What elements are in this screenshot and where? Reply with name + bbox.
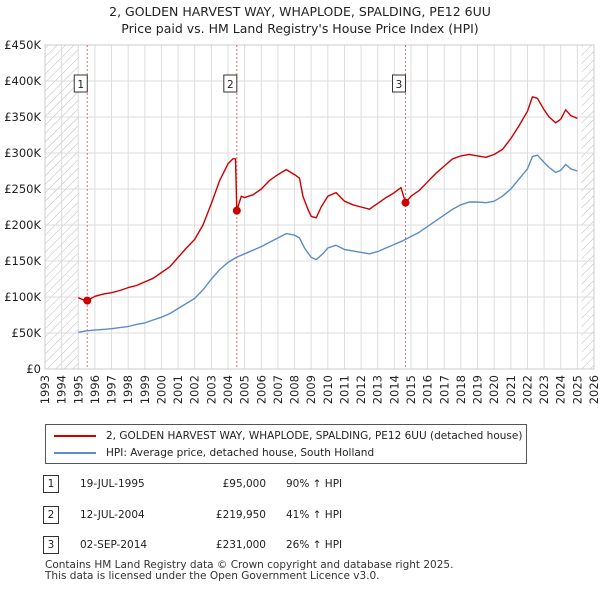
- sale-point: [232, 206, 241, 215]
- sale-price: £219,950: [215, 509, 266, 521]
- chart-legend: 2, GOLDEN HARVEST WAY, WHAPLODE, SPALDIN…: [45, 424, 527, 464]
- x-tick-label: 2015: [404, 375, 418, 404]
- hpi-series-line: [78, 154, 578, 333]
- sale-number-badge: 2: [43, 506, 59, 524]
- x-tick-label: 2014: [387, 375, 401, 404]
- sale-marker-label: 1: [73, 74, 88, 93]
- sale-date: 02-SEP-2014: [80, 539, 148, 551]
- y-tick-label: £100K: [4, 290, 41, 304]
- legend-entry-property: 2, GOLDEN HARVEST WAY, WHAPLODE, SPALDIN…: [54, 428, 522, 444]
- y-tick-label: £50K: [12, 326, 42, 340]
- y-tick-label: £0: [26, 362, 41, 376]
- x-tick-label: 1996: [88, 375, 102, 404]
- sale-marker-box: [73, 74, 88, 93]
- x-tick-label: 1993: [38, 375, 52, 404]
- x-tick-label: 2023: [537, 375, 551, 404]
- y-tick-label: £450K: [4, 38, 41, 52]
- x-tick-label: 2001: [171, 375, 185, 404]
- x-tick-label: 2002: [188, 375, 202, 404]
- sale-hpi-change: 26% ↑ HPI: [286, 539, 343, 551]
- x-tick-label: 2010: [321, 375, 335, 404]
- plot-area: [45, 45, 594, 369]
- sale-date: 19-JUL-1995: [80, 478, 145, 490]
- sale-marker-number: 2: [227, 79, 234, 91]
- y-tick-label: £400K: [4, 74, 41, 88]
- sale-marker-number: 1: [77, 79, 84, 91]
- property-series-line: [78, 96, 578, 302]
- x-tick-label: 2021: [504, 375, 518, 404]
- x-tick-label: 2011: [337, 375, 351, 404]
- x-tick-label: 2022: [520, 375, 534, 404]
- title-line-2: Price paid vs. HM Land Registry's House …: [121, 21, 479, 36]
- footer-notice: Contains HM Land Registry data © Crown c…: [45, 560, 453, 582]
- sale-price: £231,000: [215, 539, 266, 551]
- x-tick-label: 2026: [587, 375, 600, 404]
- x-tick-label: 2019: [471, 375, 485, 404]
- x-tick-label: 2018: [454, 375, 468, 404]
- sale-marker-label: 2: [223, 74, 238, 93]
- y-tick-label: £250K: [4, 182, 41, 196]
- legend-label-property: 2, GOLDEN HARVEST WAY, WHAPLODE, SPALDIN…: [106, 430, 523, 442]
- x-tick-label: 2003: [204, 375, 218, 404]
- sale-marker-number: 3: [396, 79, 403, 91]
- x-tick-label: 2024: [554, 375, 568, 404]
- legend-entry-hpi: HPI: Average price, detached house, Sout…: [54, 445, 374, 461]
- x-tick-label: 2012: [354, 375, 368, 404]
- x-tick-label: 2004: [221, 375, 235, 404]
- hatched-region-future: [581, 45, 594, 369]
- sale-number-badge: 1: [43, 475, 59, 493]
- x-tick-label: 1997: [105, 375, 119, 404]
- x-tick-label: 2005: [238, 375, 252, 404]
- sale-point: [401, 198, 410, 207]
- sale-row: 3 02-SEP-2014 £231,000 26% ↑ HPI: [0, 536, 600, 554]
- sale-marker-box: [223, 74, 238, 93]
- x-tick-label: 2008: [288, 375, 302, 404]
- sale-hpi-change: 90% ↑ HPI: [286, 478, 343, 490]
- plot-border: [44, 44, 595, 370]
- y-tick-label: £300K: [4, 146, 41, 160]
- x-tick-label: 2009: [304, 375, 318, 404]
- title-line-1: 2, GOLDEN HARVEST WAY, WHAPLODE, SPALDIN…: [109, 4, 491, 19]
- sale-row: 2 12-JUL-2004 £219,950 41% ↑ HPI: [0, 506, 600, 524]
- sale-date: 12-JUL-2004: [80, 509, 145, 521]
- sale-price: £95,000: [222, 478, 266, 490]
- x-tick-label: 2017: [437, 375, 451, 404]
- chart-title: 2, GOLDEN HARVEST WAY, WHAPLODE, SPALDIN…: [0, 3, 600, 37]
- sale-row: 1 19-JUL-1995 £95,000 90% ↑ HPI: [0, 475, 600, 493]
- sale-marker-label: 3: [392, 74, 407, 93]
- legend-label-hpi: HPI: Average price, detached house, Sout…: [106, 447, 375, 459]
- x-tick-label: 2020: [487, 375, 501, 404]
- x-tick-label: 2007: [271, 375, 285, 404]
- x-tick-label: 2000: [154, 375, 168, 404]
- x-tick-label: 2025: [570, 375, 584, 404]
- x-tick-label: 2006: [254, 375, 268, 404]
- footer-line-1: Contains HM Land Registry data © Crown c…: [45, 559, 454, 571]
- y-tick-label: £150K: [4, 254, 41, 268]
- x-tick-label: 2013: [371, 375, 385, 404]
- legend-swatch-hpi: [54, 452, 96, 454]
- y-tick-label: £350K: [4, 110, 41, 124]
- x-tick-label: 2016: [421, 375, 435, 404]
- price-chart: £0 £50K £100K £150K £200K £250K £300K £350K £400…: [4, 38, 600, 404]
- footer-line-2: This data is licensed under the Open Gov…: [45, 570, 380, 582]
- legend-swatch-property: [54, 435, 96, 437]
- sale-point: [83, 296, 92, 305]
- x-tick-label: 1999: [138, 375, 152, 404]
- x-tick-label: 1994: [55, 375, 69, 404]
- x-tick-label: 1998: [121, 375, 135, 404]
- sale-hpi-change: 41% ↑ HPI: [286, 509, 343, 521]
- x-tick-label: 1995: [71, 375, 85, 404]
- y-tick-label: £200K: [4, 218, 41, 232]
- sale-number-badge: 3: [43, 536, 59, 554]
- sale-marker-box: [392, 74, 407, 93]
